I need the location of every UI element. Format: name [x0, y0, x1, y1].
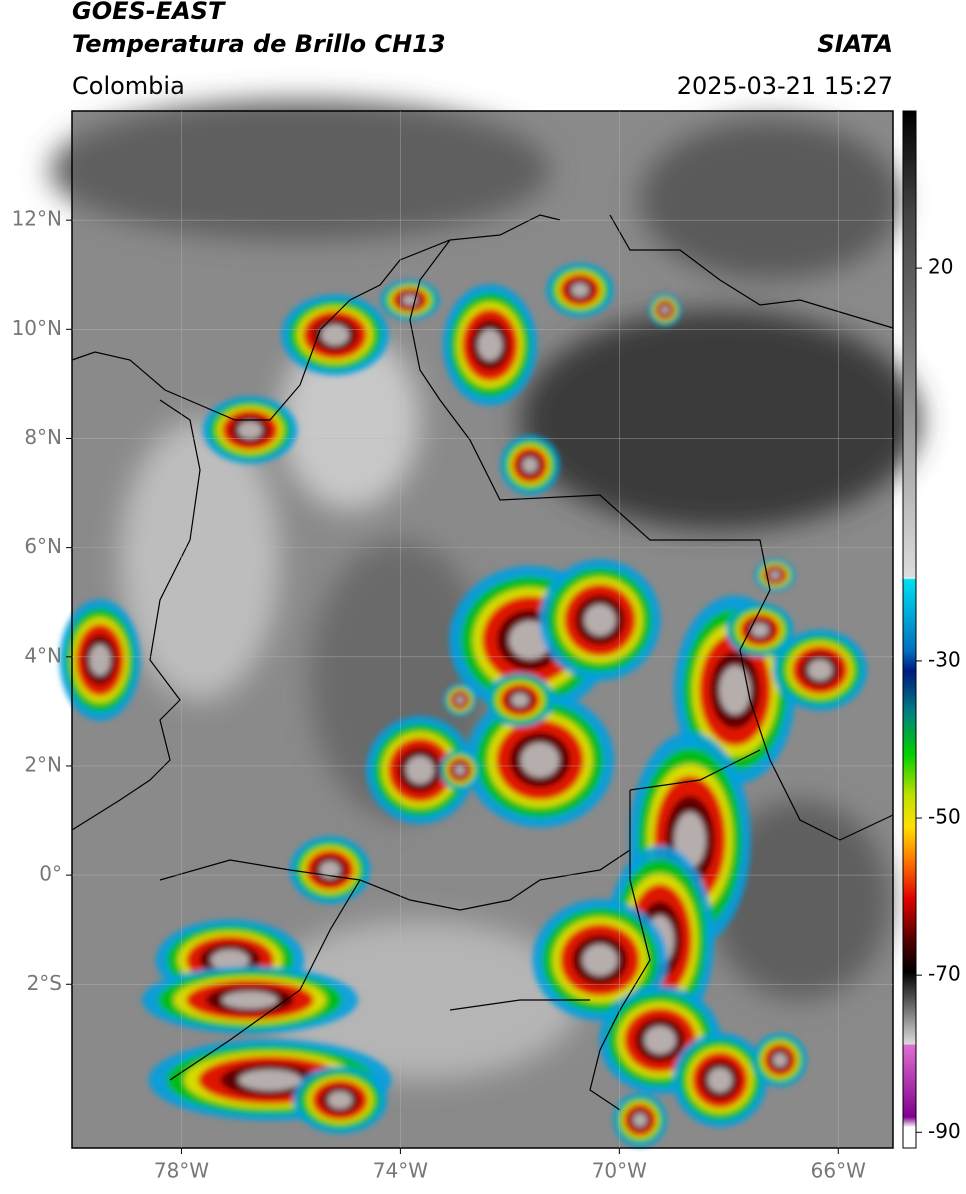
storm-cell	[327, 1091, 353, 1109]
map-frame	[71, 110, 894, 1149]
storm-cell	[707, 1067, 733, 1093]
map-area	[50, 100, 920, 1148]
storm-cell	[511, 693, 529, 707]
lon-tick-label: 78°W	[154, 1159, 209, 1183]
colorbar-tick-label: -50	[928, 805, 961, 829]
storm-cell	[660, 305, 670, 315]
storm-cell	[454, 764, 466, 776]
colorbar-tick-label: 20	[928, 255, 953, 279]
storm-cells	[59, 263, 868, 1147]
storm-cell	[238, 1069, 302, 1091]
storm-cell	[719, 665, 751, 715]
cloud-texture	[50, 100, 920, 1080]
lat-tick-label: 0°	[39, 862, 62, 886]
storm-cell	[584, 604, 616, 636]
colorbar	[902, 110, 917, 1149]
lat-tick-label: 2°S	[27, 971, 62, 995]
lat-tick-label: 8°N	[24, 425, 62, 449]
lat-tick-label: 10°N	[12, 316, 62, 340]
colorbar-tick-label: -70	[928, 962, 961, 986]
storm-cell	[633, 1113, 647, 1127]
lat-tick-label: 2°N	[24, 752, 62, 776]
colorbar-tick-label: -30	[928, 647, 961, 671]
storm-cell	[522, 457, 538, 473]
storm-cell	[89, 644, 111, 676]
borders	[71, 214, 894, 1111]
colorbar-tick-label: -90	[928, 1119, 961, 1143]
datetime: 2025-03-21 15:27	[677, 72, 893, 100]
storm-cell	[477, 329, 503, 361]
lon-tick-label: 66°W	[811, 1159, 866, 1183]
storm-cell	[520, 742, 560, 778]
lon-tick-label: 70°W	[592, 1159, 647, 1183]
source: SIATA	[817, 30, 893, 58]
title: GOES-EAST	[72, 0, 226, 25]
lon-tick-label: 74°W	[373, 1159, 428, 1183]
storm-cell	[406, 756, 434, 784]
storm-cell	[237, 421, 263, 439]
storm-cell	[321, 324, 349, 346]
storm-cell	[582, 944, 618, 976]
storm-cell	[571, 283, 589, 297]
storm-cell	[455, 695, 465, 705]
storm-cell	[644, 1026, 676, 1054]
lat-tick-label: 6°N	[24, 534, 62, 558]
storm-cell	[807, 659, 833, 681]
region: Colombia	[72, 72, 185, 100]
storm-cell	[222, 991, 278, 1009]
lat-tick-label: 4°N	[24, 643, 62, 667]
storm-cell	[210, 949, 250, 971]
subtitle: Temperatura de Brillo CH13	[72, 30, 446, 58]
storm-cell	[769, 570, 781, 580]
lat-tick-label: 12°N	[12, 207, 62, 231]
storm-cell	[773, 1053, 787, 1067]
storm-cell	[751, 623, 769, 637]
